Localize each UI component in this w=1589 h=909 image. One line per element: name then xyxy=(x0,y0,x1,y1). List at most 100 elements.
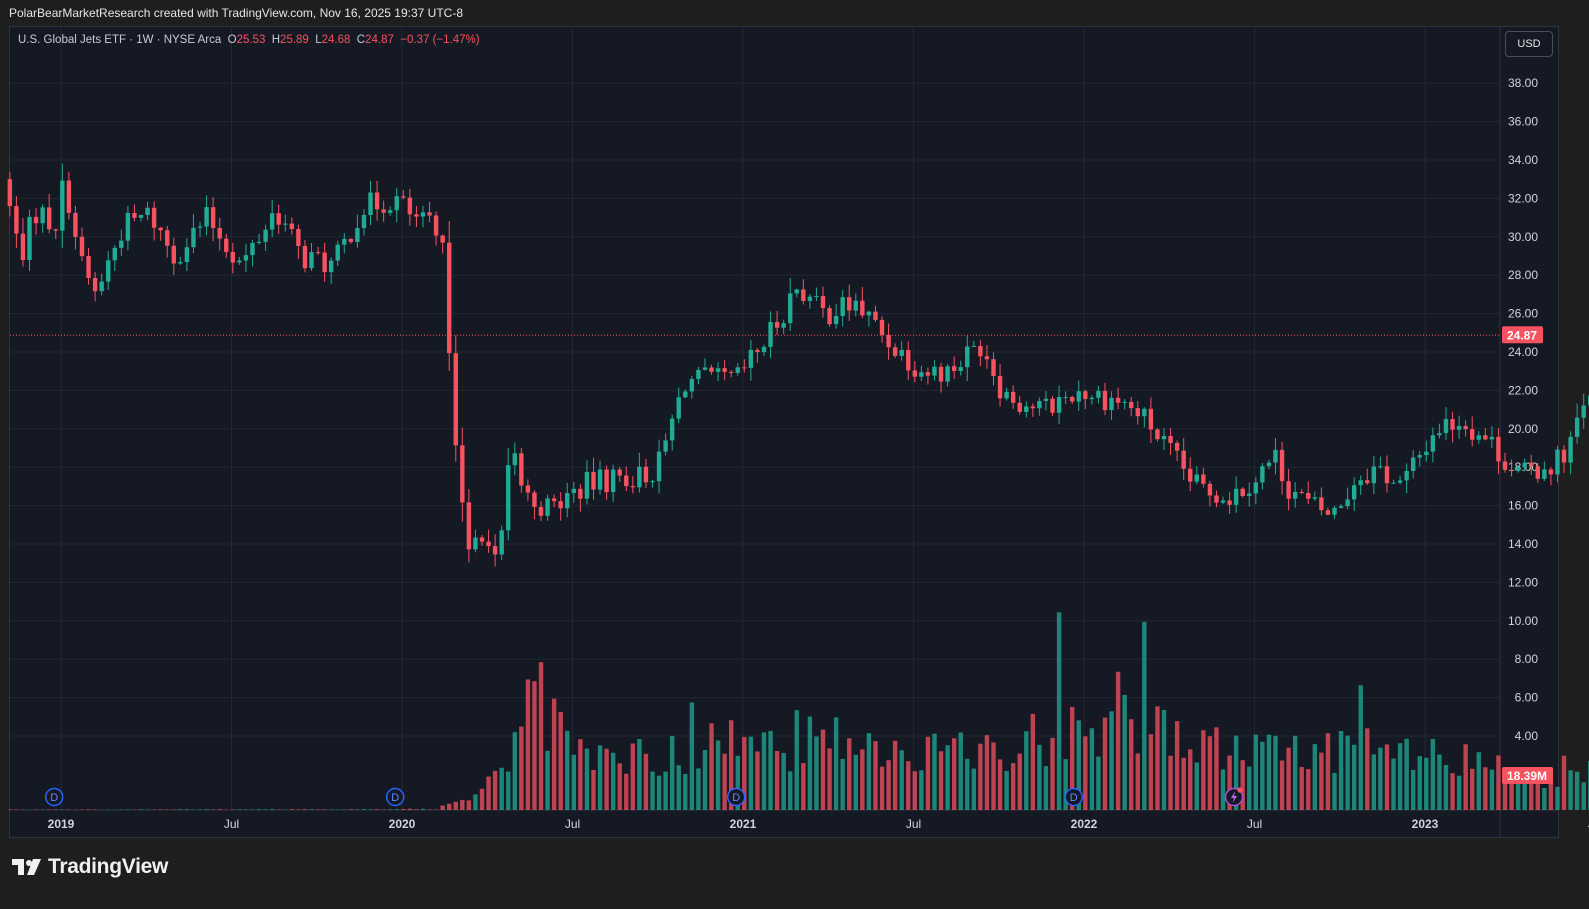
volume-bar xyxy=(1024,731,1029,810)
volume-bar xyxy=(1535,783,1540,810)
candle xyxy=(715,362,721,382)
volume-bar xyxy=(847,738,852,810)
candle xyxy=(1017,395,1022,415)
currency-button[interactable]: USD xyxy=(1505,31,1553,57)
volume-bar xyxy=(1273,735,1278,810)
candle xyxy=(473,529,478,553)
lightning-event-icon[interactable] xyxy=(1224,787,1244,807)
candle xyxy=(1535,463,1540,483)
candle xyxy=(571,481,577,503)
candle xyxy=(1371,455,1377,495)
tradingview-logo[interactable]: TradingView xyxy=(12,855,168,879)
volume-bar xyxy=(1050,737,1055,810)
volume-bar xyxy=(827,748,832,810)
chart-attribution: PolarBearMarketResearch created with Tra… xyxy=(9,6,464,20)
volume-bar xyxy=(368,809,373,810)
candle xyxy=(204,195,209,236)
candle xyxy=(1391,479,1396,484)
volume-bar xyxy=(289,809,295,810)
volume-bar xyxy=(683,773,688,810)
candle xyxy=(538,501,544,521)
time-tick-label: 2020 xyxy=(389,817,416,831)
volume-bar xyxy=(965,758,970,810)
volume-bar xyxy=(820,729,826,810)
time-tick-label: Jul xyxy=(1588,817,1589,831)
volume-bar xyxy=(584,748,590,810)
dividend-marker[interactable]: D xyxy=(726,787,746,807)
candle xyxy=(1319,487,1324,516)
candle xyxy=(158,226,163,241)
candle xyxy=(433,211,439,246)
candle xyxy=(1365,468,1370,485)
price-tick-label: 26.00 xyxy=(1508,307,1538,321)
volume-bar xyxy=(1174,721,1180,810)
volume-bar xyxy=(643,753,649,810)
candle xyxy=(92,271,98,302)
candle xyxy=(1397,475,1403,485)
volume-bar xyxy=(1096,756,1101,810)
dividend-marker-label: D xyxy=(1070,792,1078,804)
candle xyxy=(460,427,465,522)
candle xyxy=(1122,398,1127,410)
price-tick-label: 32.00 xyxy=(1508,191,1538,205)
candle xyxy=(1010,385,1016,409)
volume-bar xyxy=(1450,773,1455,810)
candle xyxy=(1142,407,1147,428)
dividend-marker[interactable]: D xyxy=(385,787,405,807)
volume-bar xyxy=(492,770,498,810)
price-tick-label: 30.00 xyxy=(1508,230,1538,244)
candle xyxy=(374,180,380,221)
candle xyxy=(14,195,19,248)
volume-bar xyxy=(184,809,190,810)
volume-bar xyxy=(1129,719,1134,810)
time-tick-label: 2022 xyxy=(1071,817,1098,831)
candle xyxy=(427,201,432,223)
candle xyxy=(656,439,662,494)
candle xyxy=(302,240,308,273)
volume-bar xyxy=(1102,717,1108,810)
candle xyxy=(1306,481,1311,505)
volume-bar xyxy=(1568,770,1573,810)
candle xyxy=(217,217,222,251)
candle xyxy=(381,200,386,222)
candle xyxy=(742,359,747,373)
candle xyxy=(1522,458,1527,472)
candle xyxy=(768,311,773,359)
volume-bar xyxy=(774,750,780,810)
volume-bar xyxy=(178,809,183,810)
candle xyxy=(1529,454,1534,475)
dividend-marker[interactable]: D xyxy=(1064,787,1084,807)
volume-bar xyxy=(374,809,380,810)
volume-bar xyxy=(1109,711,1114,810)
volume-bar xyxy=(1371,754,1377,810)
volume-bar xyxy=(525,679,531,810)
tradingview-logo-text: TradingView xyxy=(48,855,169,878)
candle xyxy=(532,490,537,520)
candle xyxy=(847,284,852,321)
volume-bar xyxy=(414,809,419,810)
candle xyxy=(1076,380,1081,411)
volume-bar xyxy=(1325,733,1331,810)
candle xyxy=(1194,466,1199,485)
candle xyxy=(1410,449,1416,479)
candle xyxy=(1542,461,1547,482)
volume-bar xyxy=(355,809,360,810)
volume-bar xyxy=(997,759,1003,810)
price-tick-label: 36.00 xyxy=(1508,115,1538,129)
candle xyxy=(466,489,472,563)
candle xyxy=(86,248,91,285)
candle xyxy=(342,232,347,254)
dividend-marker[interactable]: D xyxy=(44,787,64,807)
tradingview-logo-icon xyxy=(12,859,41,875)
volume-bar xyxy=(1253,734,1259,810)
volume-bar xyxy=(256,809,262,810)
volume-bar xyxy=(538,662,544,810)
candle xyxy=(1463,420,1468,437)
volume-bar xyxy=(833,717,839,810)
candle xyxy=(171,237,176,276)
candle xyxy=(1102,382,1108,416)
price-tick-label: 8.00 xyxy=(1515,652,1539,666)
chart-panel[interactable] xyxy=(9,26,1559,838)
candle xyxy=(499,525,504,560)
